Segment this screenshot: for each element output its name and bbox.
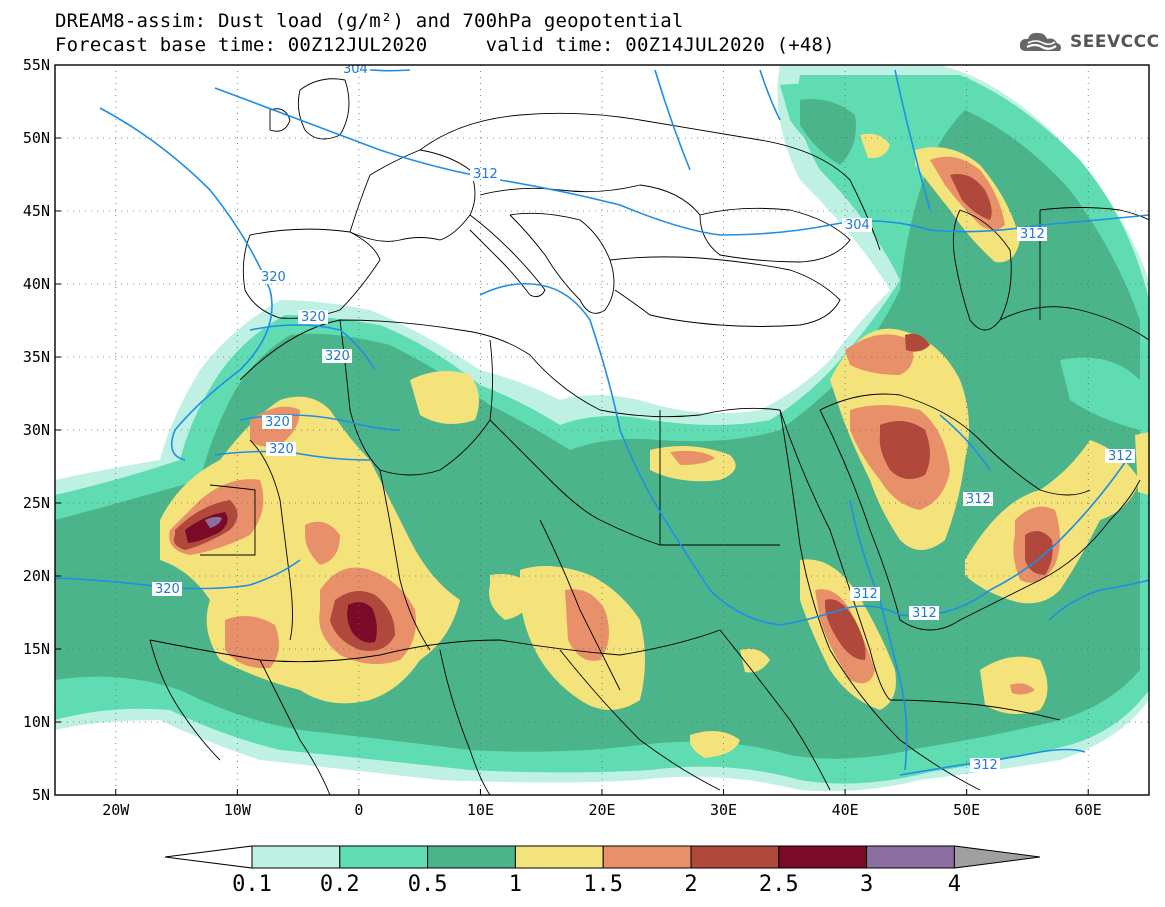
lon-label: 30E (710, 801, 737, 819)
contour-label: 320 (152, 582, 182, 597)
colorbar-label: 1 (509, 872, 522, 897)
colorbar-segment (251, 845, 341, 869)
lat-label: 50N (23, 129, 50, 147)
colorbar-label: 0.2 (320, 872, 360, 897)
colorbar-segment (602, 845, 692, 869)
lat-label: 20N (23, 567, 50, 585)
svg-text:320: 320 (265, 415, 290, 430)
contour-label: 320 (298, 310, 328, 325)
lat-label: 5N (32, 786, 50, 804)
lat-label: 45N (23, 202, 50, 220)
colorbar-max-arrow (953, 845, 1041, 869)
colorbar-label: 2.5 (759, 872, 799, 897)
svg-text:312: 312 (473, 167, 498, 182)
svg-text:312: 312 (853, 587, 878, 602)
colorbar-label: 2 (684, 872, 697, 897)
seevccc-logo: SEEVCCC (1018, 28, 1160, 56)
longitude-labels: 20W 10W 0 10E 20E 30E 40E 50E 60E (102, 789, 1102, 819)
cloud-logo-icon (1019, 32, 1061, 51)
svg-text:320: 320 (301, 310, 326, 325)
svg-text:312: 312 (912, 606, 937, 621)
contour-label: 312 (470, 167, 500, 182)
svg-text:312: 312 (1020, 227, 1045, 242)
colorbar-segment (427, 845, 516, 869)
svg-text:312: 312 (966, 492, 991, 507)
colorbar-segment (778, 845, 868, 869)
svg-text:320: 320 (155, 582, 180, 597)
svg-text:320: 320 (261, 270, 286, 285)
latitude-labels: 55N 50N 45N 40N 35N 30N 25N 20N 15N 10N 5N (23, 56, 61, 804)
colorbar-segment (866, 845, 955, 869)
lat-label: 55N (23, 56, 50, 74)
colorbar-label: 1.5 (583, 872, 623, 897)
contour-label: 312 (1105, 449, 1135, 464)
dust-level-2 (173, 174, 1053, 660)
colorbar-segment (339, 845, 429, 869)
lat-label: 30N (23, 421, 50, 439)
lon-label: 40E (832, 801, 859, 819)
colorbar-label: 0.5 (408, 872, 448, 897)
lon-label: 60E (1075, 801, 1102, 819)
dust-level-3 (205, 516, 222, 528)
colorbar-segment (514, 845, 604, 869)
title-line-1: DREAM8-assim: Dust load (g/m²) and 700hP… (55, 10, 684, 32)
svg-text:312: 312 (1108, 449, 1133, 464)
colorbar-segment (690, 845, 780, 869)
graticule (55, 65, 1149, 795)
lon-label: 10W (224, 801, 252, 819)
contour-label: 304 (340, 62, 370, 77)
svg-text:320: 320 (325, 349, 350, 364)
logo-text: SEEVCCC (1070, 32, 1160, 52)
lon-label: 50E (953, 801, 980, 819)
svg-text:312: 312 (973, 758, 998, 773)
lat-label: 40N (23, 275, 50, 293)
lat-label: 25N (23, 494, 50, 512)
colorbar-min-arrow (164, 845, 253, 869)
contour-label: 312 (963, 492, 993, 507)
svg-text:304: 304 (845, 218, 870, 233)
contour-label: 320 (322, 349, 352, 364)
contour-label: 312 (970, 758, 1000, 773)
lat-label: 15N (23, 640, 50, 658)
contour-labels: 304 312 312 304 312 312 320 320 320 320 … (152, 62, 1135, 773)
lon-label: 20W (102, 801, 130, 819)
colorbar-label: 4 (948, 872, 961, 897)
lat-label: 10N (23, 713, 50, 731)
contour-label: 312 (1017, 227, 1047, 242)
lon-label: 10E (467, 801, 494, 819)
title-line-2: Forecast base time: 00Z12JUL2020 valid t… (55, 34, 835, 56)
map-area: 304 312 312 304 312 312 320 320 320 320 … (55, 62, 1149, 795)
colorbar-label: 0.1 (232, 872, 272, 897)
lon-label: 0 (354, 801, 363, 819)
contour-label: 320 (262, 415, 292, 430)
colorbar: 0.1 0.2 0.5 1 1.5 2 2.5 3 4 (164, 845, 1041, 897)
lat-label: 35N (23, 348, 50, 366)
contour-label: 304 (842, 218, 872, 233)
svg-text:320: 320 (269, 442, 294, 457)
contour-label: 320 (258, 270, 288, 285)
contour-label: 312 (850, 587, 880, 602)
lon-label: 20E (588, 801, 615, 819)
contour-label: 320 (266, 442, 296, 457)
svg-text:304: 304 (343, 62, 368, 77)
colorbar-label: 3 (860, 872, 873, 897)
contour-label: 312 (909, 606, 939, 621)
